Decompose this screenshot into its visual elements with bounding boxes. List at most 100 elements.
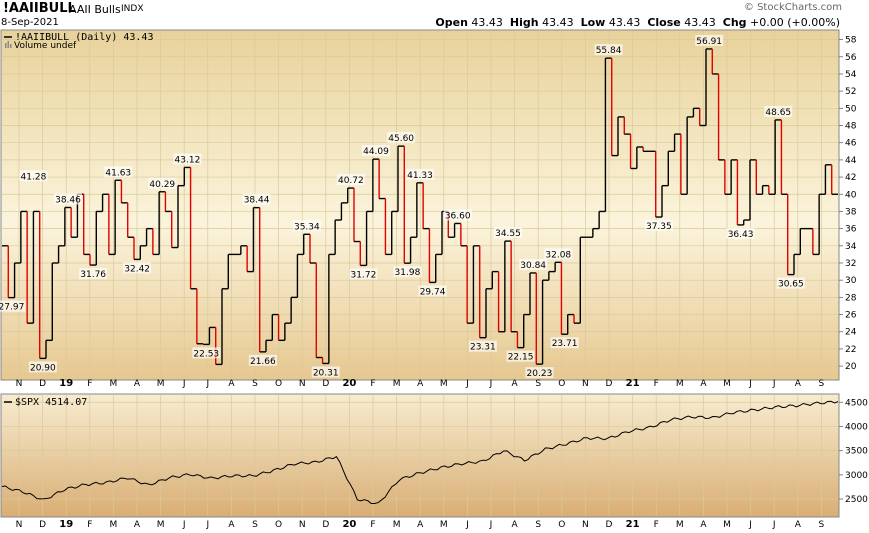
y-tick-label: 26 xyxy=(845,311,857,321)
x-tick-label: A xyxy=(134,379,141,389)
data-label: 38.44 xyxy=(244,196,270,206)
x-tick-label: A xyxy=(134,520,141,530)
x-tick-label: M xyxy=(393,379,401,389)
x-tick-label: D xyxy=(39,379,46,389)
x-tick-label: O xyxy=(275,520,282,530)
data-label-bg xyxy=(387,132,416,144)
x-tick-label: S xyxy=(819,379,825,389)
data-label-bg xyxy=(79,268,108,280)
data-label-bg xyxy=(242,193,271,205)
data-label: 37.35 xyxy=(646,222,672,232)
spx-line xyxy=(1,400,839,504)
high-value: 43.43 xyxy=(542,16,574,29)
data-label: 48.65 xyxy=(765,108,791,118)
data-label-bg xyxy=(506,350,535,362)
data-labels: 27.97 20.90 38.46 31.76 41.63 32.42 40.29 43.12… xyxy=(0,34,805,379)
data-label-bg xyxy=(544,248,573,260)
x-tick-label: A xyxy=(228,379,235,389)
y-tick-label: 4500 xyxy=(845,398,868,408)
x-tick-label: N xyxy=(299,379,306,389)
data-label-bg xyxy=(519,258,548,270)
data-label: 34.55 xyxy=(495,229,521,239)
y-tick-label: 58 xyxy=(845,36,857,46)
x-tick-label: N xyxy=(582,379,589,389)
data-label: 29.74 xyxy=(420,287,446,297)
quote-bar: Open 43.43 High 43.43 Low 43.43 Close 43… xyxy=(435,16,840,29)
x-tick-label: J xyxy=(465,379,469,389)
bottom-legend-text: $SPX 4514.07 xyxy=(15,397,87,408)
data-label-bg xyxy=(148,177,177,189)
data-label-bg xyxy=(594,44,623,56)
data-label: 30.65 xyxy=(778,280,804,290)
top-legend-text: !AAIIBULL (Daily) 43.43 xyxy=(15,32,153,43)
x-tick-label: A xyxy=(795,520,802,530)
data-label: 32.08 xyxy=(545,250,571,260)
bottom-legend: $SPX 4514.07 xyxy=(4,397,87,408)
data-label-bg xyxy=(248,354,277,366)
symbol-exchange: INDX xyxy=(121,4,144,14)
x-tick-label: A xyxy=(512,520,519,530)
y-tick-label: 34 xyxy=(845,242,857,252)
x-tick-label: J xyxy=(489,520,493,530)
data-label: 40.29 xyxy=(149,180,175,190)
spx-series xyxy=(1,400,839,504)
volume-legend-text: Volume undef xyxy=(14,41,77,51)
x-tick-label: 21 xyxy=(626,378,640,389)
data-label: 20.31 xyxy=(313,368,339,378)
top-legend: !AAIIBULL (Daily) 43.43 Volume undef xyxy=(4,32,153,51)
x-tick-label: O xyxy=(558,520,565,530)
x-tick-label: J xyxy=(748,379,752,389)
data-label-bg xyxy=(292,220,321,232)
x-tick-label: A xyxy=(700,379,707,389)
chart-date: 8-Sep-2021 xyxy=(1,17,59,28)
data-label-bg xyxy=(123,262,152,274)
y-tick-label: 22 xyxy=(845,345,856,355)
volume-icon xyxy=(5,41,12,48)
y-tick-label: 24 xyxy=(845,328,857,338)
y-tick-label: 36 xyxy=(845,225,857,235)
x-tick-label: J xyxy=(489,379,493,389)
data-label: 41.33 xyxy=(407,171,433,181)
x-tick-label: S xyxy=(535,379,541,389)
x-tick-label: M xyxy=(440,520,448,530)
y-tick-label: 42 xyxy=(845,173,856,183)
data-label-bg xyxy=(644,220,673,232)
x-tick-label: N xyxy=(582,520,589,530)
y-tick-label: 56 xyxy=(845,53,857,63)
chg-value: +0.00 (+0.00%) xyxy=(750,16,840,29)
data-label-bg xyxy=(336,174,365,186)
x-tick-label: M xyxy=(440,379,448,389)
x-tick-label: S xyxy=(252,520,258,530)
data-label-bg xyxy=(726,227,755,239)
data-label: 32.42 xyxy=(124,264,150,274)
stockcharts-brand[interactable]: © StockCharts.com xyxy=(743,2,842,13)
x-tick-label: J xyxy=(748,520,752,530)
data-label-bg xyxy=(311,366,340,378)
data-label: 23.31 xyxy=(470,343,496,353)
data-label: 20.23 xyxy=(527,369,553,379)
data-label: 36.43 xyxy=(728,230,754,240)
data-label-bg xyxy=(104,166,133,178)
data-label-bg xyxy=(362,145,390,157)
x-tick-label: J xyxy=(772,379,776,389)
x-tick-label: D xyxy=(322,520,329,530)
x-tick-label: S xyxy=(535,520,541,530)
data-label: 21.66 xyxy=(250,357,276,367)
data-label: 31.98 xyxy=(395,268,421,278)
chart-header: !AAIIBULL AAII Bulls INDX 8-Sep-2021 © S… xyxy=(0,0,869,30)
low-label: Low xyxy=(580,16,606,29)
x-tick-label: A xyxy=(795,379,802,389)
chg-label: Chg xyxy=(722,16,747,29)
x-tick-label: M xyxy=(110,520,118,530)
x-tick-label: D xyxy=(606,520,613,530)
x-tick-label: M xyxy=(723,379,731,389)
x-tick-label: F xyxy=(87,379,92,389)
x-tick-label: A xyxy=(700,520,707,530)
data-label: 36.60 xyxy=(445,211,471,221)
data-label: 31.72 xyxy=(351,270,377,280)
data-label-bg xyxy=(0,300,26,312)
x-tick-label: A xyxy=(512,379,519,389)
close-value: 43.43 xyxy=(684,16,716,29)
data-label-bg xyxy=(468,340,497,352)
x-tick-label: 19 xyxy=(59,378,73,389)
